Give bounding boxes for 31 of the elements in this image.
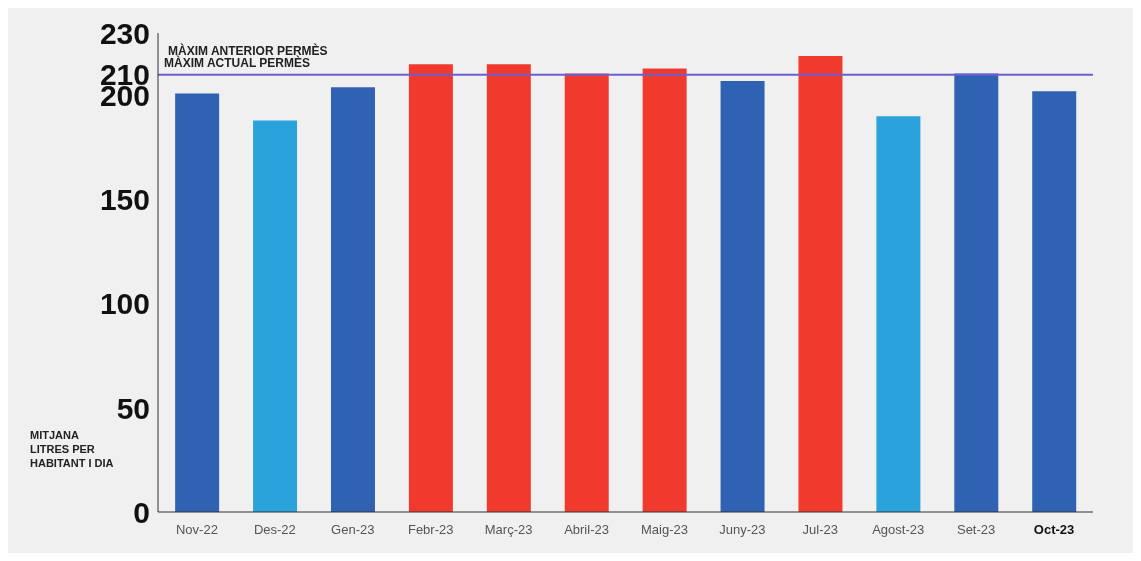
x-tick-label: Març-23 bbox=[484, 522, 533, 537]
bar bbox=[408, 64, 453, 512]
bar bbox=[954, 73, 999, 512]
bar bbox=[1032, 91, 1077, 512]
bar bbox=[564, 73, 609, 512]
x-tick-label: Des-22 bbox=[253, 522, 296, 537]
x-tick-label: Jul-23 bbox=[802, 522, 838, 537]
y-tick-label: 0 bbox=[133, 495, 150, 529]
x-tick-label: Agost-23 bbox=[872, 522, 925, 537]
bar bbox=[486, 64, 531, 512]
y-tick-label: 150 bbox=[99, 183, 150, 217]
bar bbox=[253, 120, 298, 512]
y-tick-label: 100 bbox=[99, 287, 150, 321]
y-tick-label: 230 bbox=[99, 16, 150, 50]
y-tick-label: 50 bbox=[116, 391, 150, 425]
x-tick-label: Oct-23 bbox=[1033, 522, 1075, 537]
bar bbox=[720, 80, 765, 512]
x-tick-label: Febr-23 bbox=[407, 522, 454, 537]
bar bbox=[642, 68, 687, 512]
x-tick-label: Nov-22 bbox=[176, 522, 218, 537]
x-tick-label: Maig-23 bbox=[640, 522, 688, 537]
x-tick-label: Gen-23 bbox=[331, 522, 375, 537]
ref-line-label: MÀXIM ACTUAL PERMÈS bbox=[164, 55, 311, 71]
x-tick-label: Juny-23 bbox=[719, 522, 766, 537]
y-axis-title: MITJANA LITRES PER HABITANT I DIA bbox=[30, 428, 115, 470]
bar bbox=[175, 93, 220, 512]
bar bbox=[876, 116, 921, 512]
x-tick-label: Abril-23 bbox=[564, 522, 609, 537]
bar bbox=[330, 87, 375, 512]
bar bbox=[798, 55, 843, 512]
x-tick-label: Set-23 bbox=[956, 522, 996, 537]
